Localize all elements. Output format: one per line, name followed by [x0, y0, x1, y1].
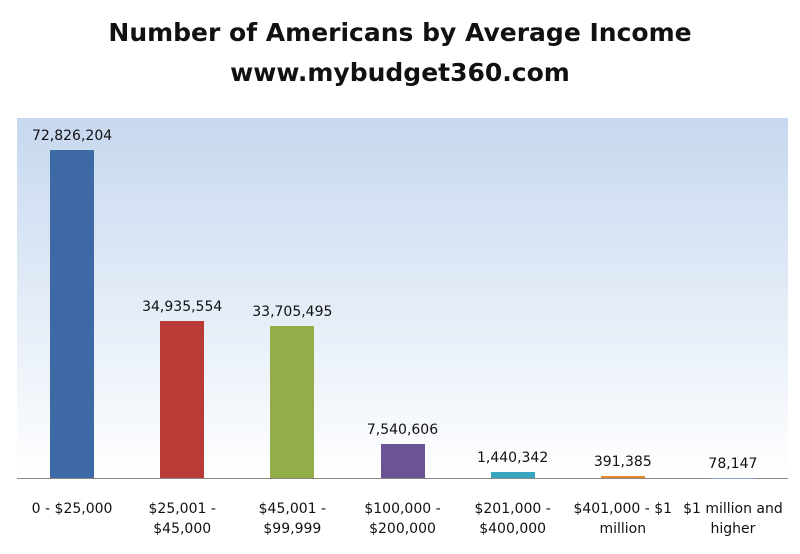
bar — [600, 476, 645, 478]
value-label: 78,147 — [708, 455, 758, 472]
value-label: 72,826,204 — [31, 128, 113, 145]
value-label: 391,385 — [593, 454, 652, 471]
value-label: 33,705,495 — [252, 304, 333, 321]
bar — [160, 320, 205, 478]
chart-title: Number of Americans by Average Income — [108, 18, 692, 47]
x-tick-label: $1 million and higher — [683, 501, 783, 537]
bar — [380, 444, 425, 478]
bar — [710, 477, 755, 479]
value-label: 34,935,554 — [142, 298, 223, 315]
x-tick-label: $201,000 - $400,000 — [474, 501, 551, 537]
value-label: 7,540,606 — [366, 422, 439, 439]
x-tick-label: $100,000 - $200,000 — [364, 501, 441, 537]
chart-subtitle: www.mybudget360.com — [230, 58, 570, 87]
x-axis — [17, 478, 788, 479]
bar — [270, 326, 315, 478]
plot-area — [17, 118, 788, 478]
value-label: 1,440,342 — [477, 449, 549, 466]
bar — [50, 150, 95, 478]
bar — [490, 471, 535, 478]
x-tick-label: $401,000 - $1 million — [573, 501, 673, 537]
x-tick-label: 0 - $25,000 — [31, 501, 113, 517]
x-tick-label: $25,001 - $45,000 — [148, 501, 216, 537]
x-tick-label: $45,001 - $99,999 — [258, 501, 327, 537]
